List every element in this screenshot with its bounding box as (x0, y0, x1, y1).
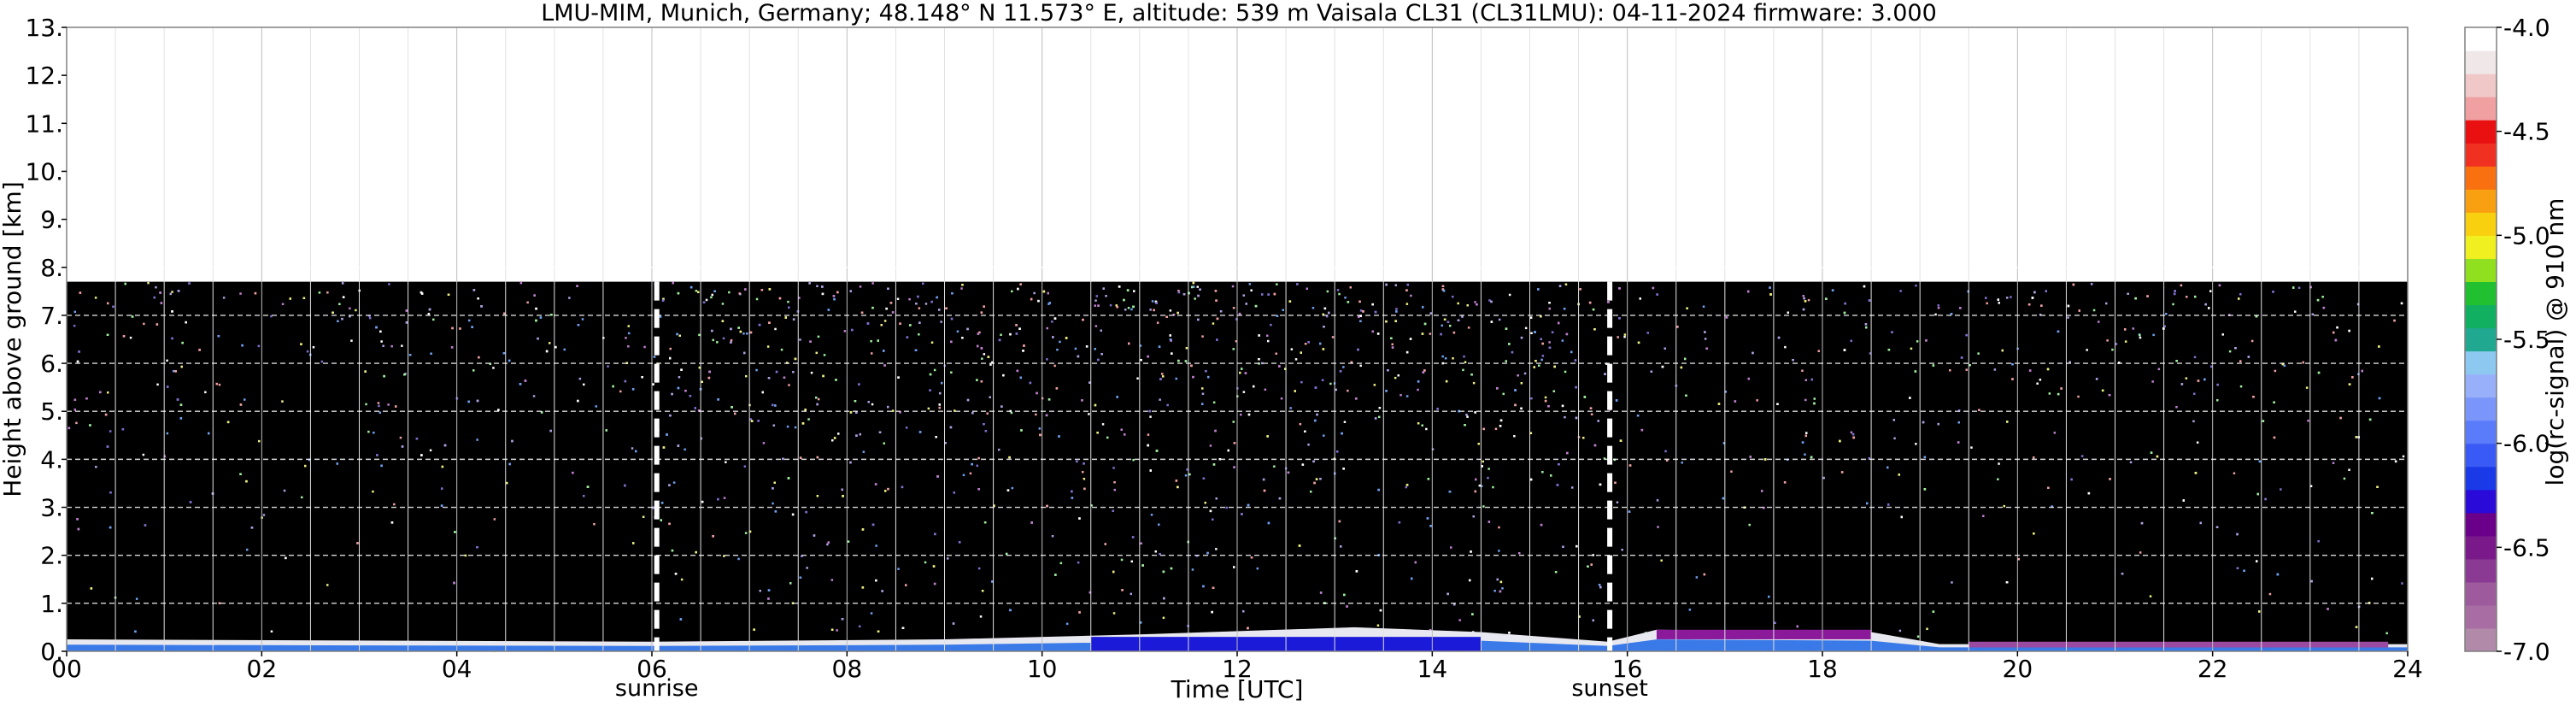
evening-aerosol-layer (1656, 629, 1872, 639)
x-tick-label: 02 (247, 655, 278, 683)
colorbar-segment (2465, 304, 2497, 329)
y-axis: 0. 1. 2. 3. 4. 5. 6. 7. 8. 9. 10. 11. 12. 13. (25, 14, 67, 666)
x-axis-label: Time [UTC] (1171, 675, 1304, 703)
x-tick-label: 22 (2198, 655, 2228, 683)
y-tick-label: 3. (40, 494, 63, 522)
colorbar-segment (2465, 120, 2497, 144)
x-axis: 00 02 04 06 08 10 12 14 16 18 20 22 24 (51, 651, 2423, 683)
y-tick-label: 11. (25, 109, 63, 138)
y-tick-label: 6. (40, 350, 63, 378)
colorbar-segment (2465, 27, 2497, 51)
x-tick-label: 06 (637, 655, 667, 683)
colorbar-segment (2465, 97, 2497, 121)
colorbar-tick-label: -5.0 (2503, 221, 2550, 250)
x-tick-label: 14 (1417, 655, 1448, 683)
y-tick-label: 12. (25, 62, 63, 90)
y-tick-label: 13. (25, 14, 63, 42)
y-tick-label: 5. (40, 397, 63, 426)
y-tick-label: 4. (40, 445, 63, 474)
colorbar-segment (2465, 604, 2497, 629)
colorbar-segment (2465, 212, 2497, 236)
colorbar-segment (2465, 143, 2497, 167)
y-tick-label: 10. (25, 157, 63, 185)
y-axis-label: Height above ground [km] (0, 181, 26, 497)
night-aerosol-layer (1969, 641, 2389, 648)
x-tick-label: 20 (2003, 655, 2033, 683)
colorbar-segment (2465, 189, 2497, 213)
colorbar-segment (2465, 50, 2497, 74)
colorbar-segment (2465, 374, 2497, 398)
colorbar-label: log(rc-signal) @ 910 nm (2541, 198, 2569, 486)
colorbar-tick-label: -4.0 (2503, 14, 2550, 42)
x-tick-label: 10 (1027, 655, 1058, 683)
x-tick-label: 12 (1222, 655, 1253, 683)
x-tick-label: 16 (1612, 655, 1643, 683)
y-tick-label: 7. (40, 302, 63, 330)
y-tick-label: 0. (40, 638, 63, 666)
x-tick-label: 18 (1807, 655, 1838, 683)
chart-title: LMU-MIM, Munich, Germany; 48.148° N 11.5… (541, 0, 1937, 26)
y-tick-label: 9. (40, 206, 63, 234)
colorbar-segment (2465, 489, 2497, 514)
colorbar-segment (2465, 166, 2497, 190)
x-tick-label: 24 (2392, 655, 2423, 683)
colorbar-segment (2465, 74, 2497, 97)
plot-area (66, 26, 2409, 654)
colorbar-tick-label: -4.5 (2503, 118, 2550, 146)
x-tick-label: 04 (442, 655, 472, 683)
x-tick-label: 08 (832, 655, 863, 683)
colorbar-segment (2465, 397, 2497, 421)
sunrise-label: sunrise (615, 675, 699, 702)
colorbar-segment (2465, 235, 2497, 259)
colorbar-tick-label: -7.0 (2503, 638, 2550, 666)
y-tick-label: 2. (40, 542, 63, 570)
colorbar-segment (2465, 535, 2497, 560)
colorbar-tick-label: -6.5 (2503, 533, 2550, 562)
x-tick-label: 00 (51, 655, 82, 683)
y-tick-label: 8. (40, 254, 63, 282)
colorbar: -4.0 -4.5 -5.0 -5.5 -6.0 -6.5 -7.0 (2464, 14, 2550, 666)
colorbar-segment (2465, 627, 2497, 652)
colorbar-segment (2465, 581, 2497, 606)
colorbar-segment (2465, 281, 2497, 306)
colorbar-segment (2465, 420, 2497, 444)
colorbar-segment (2465, 327, 2497, 352)
colorbar-segment (2465, 512, 2497, 537)
y-tick-label: 1. (40, 590, 63, 618)
colorbar-segment (2465, 258, 2497, 283)
colorbar-tick-label: -5.5 (2503, 326, 2550, 354)
colorbar-segment (2465, 443, 2497, 468)
colorbar-segment (2465, 466, 2497, 491)
noise-speckle (67, 281, 2405, 654)
sunset-label: sunset (1571, 675, 1648, 702)
colorbar-tick-label: -6.0 (2503, 430, 2550, 458)
colorbar-segment (2465, 350, 2497, 375)
colorbar-segment (2465, 558, 2497, 583)
